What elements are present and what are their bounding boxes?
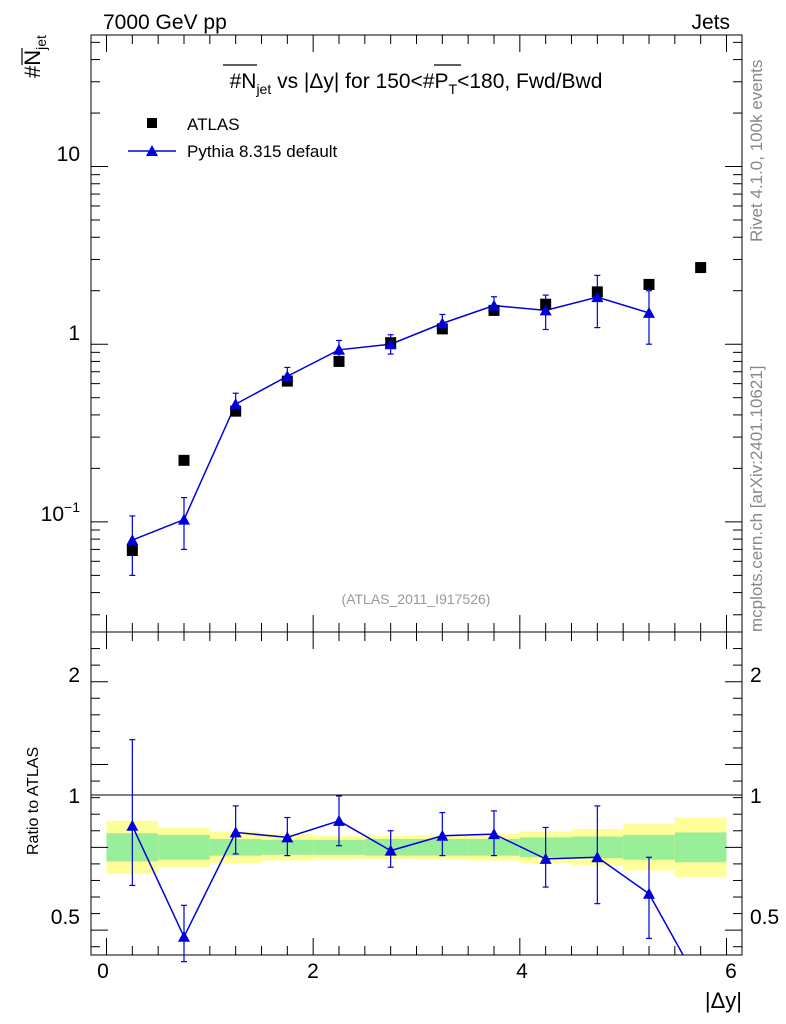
- ratio-point: [281, 831, 294, 843]
- header-right: Jets: [691, 11, 730, 34]
- title-jet: jet: [255, 81, 271, 97]
- mc-point: [591, 291, 604, 303]
- mc-point: [229, 398, 242, 410]
- atlas-point: [643, 278, 655, 290]
- title-n: N: [241, 70, 256, 93]
- title-t: T: [449, 81, 458, 97]
- rivet-label: Rivet 4.1.0, 100k events: [747, 60, 766, 242]
- ratio-y-label: Ratio to ATLAS: [25, 747, 42, 855]
- xtick-label-2: 2: [307, 960, 319, 983]
- main-marks: [126, 262, 707, 576]
- main-ytick-label-1e-1: 10−1: [41, 499, 81, 526]
- mc-series-line: [132, 296, 650, 541]
- ratio-point: [178, 930, 190, 942]
- ratio-ytick-label-05-right: 0.5: [750, 906, 779, 929]
- legend: ATLAS Pythia 8.315 default: [128, 115, 338, 161]
- ratio-point: [436, 829, 449, 841]
- main-y-label-sub: jet: [33, 35, 49, 51]
- mc-point: [178, 513, 190, 525]
- mc-point: [384, 338, 397, 350]
- ratio-point: [384, 844, 397, 856]
- ratio-point: [229, 826, 242, 838]
- ratio-point: [333, 814, 345, 826]
- ratio-frame: [90, 631, 743, 956]
- ratio-band-inner: [674, 832, 727, 863]
- mcplots-label: mcplots.cern.ch [arXiv:2401.10621]: [747, 366, 766, 632]
- title-mid: vs |Δy| for 150<#: [271, 70, 435, 93]
- ratio-ytick-label-05: 0.5: [51, 906, 80, 929]
- atlas-point: [333, 355, 345, 367]
- title-p: P: [435, 70, 449, 93]
- main-ytick-label-10: 10: [57, 143, 80, 166]
- ratio-point: [488, 828, 500, 840]
- title-hash: #: [230, 70, 242, 93]
- mc-point: [333, 343, 345, 355]
- main-ticks: [91, 35, 742, 632]
- ratio-point: [126, 819, 139, 831]
- main-title: #Njet vs |Δy| for 150<#PT<180, Fwd/Bwd: [223, 64, 603, 97]
- x-axis-label: |Δy|: [705, 988, 742, 1013]
- main-y-label-n: N: [20, 50, 45, 66]
- legend-atlas-marker: [147, 118, 157, 128]
- legend-atlas-label: ATLAS: [187, 115, 240, 134]
- atlas-point: [178, 454, 190, 466]
- ratio-point: [643, 887, 655, 899]
- ratio-point: [591, 851, 604, 863]
- ratio-ytick-label-1: 1: [68, 785, 80, 808]
- atlas-point: [695, 262, 707, 274]
- ratio-marks: [126, 739, 684, 963]
- xtick-label-6: 6: [725, 960, 737, 983]
- ratio-ytick-label-2-right: 2: [750, 664, 762, 687]
- ratio-bands: [106, 817, 727, 878]
- ratio-band-inner: [623, 834, 675, 860]
- main-panel: 10−1 1 10 #Njet vs |Δy| for 150<#PT<180,…: [41, 34, 743, 633]
- mc-point: [281, 370, 294, 382]
- main-ytick-exp: −1: [64, 499, 80, 515]
- ratio-series-line: [131, 820, 684, 956]
- header-left: 7000 GeV pp: [103, 11, 227, 34]
- main-ytick-label-1: 1: [68, 322, 80, 345]
- mc-point: [539, 304, 552, 316]
- ratio-ytick-label-2: 2: [68, 664, 80, 687]
- atlas-point: [126, 545, 138, 557]
- main-y-label-hash: #: [20, 65, 45, 78]
- main-ytick-labels: 10−1 1 10: [41, 143, 81, 526]
- ratio-point: [539, 852, 552, 864]
- svg-text:#Njet vs |Δy| for 150<#PT<180,: #Njet vs |Δy| for 150<#PT<180, Fwd/Bwd: [230, 70, 603, 97]
- ratio-ytick-label-1-right: 1: [750, 785, 762, 808]
- mc-point: [126, 534, 139, 546]
- main-y-label: #Njet: [20, 35, 49, 78]
- mc-point: [643, 306, 655, 318]
- ratio-panel: 2 1 0.5 2 1 0.5 Ratio to ATLAS 0 2 4 6 |…: [25, 631, 779, 1013]
- watermark: (ATLAS_2011_I917526): [342, 591, 491, 607]
- xtick-label-0: 0: [97, 960, 109, 983]
- atlas-point: [230, 405, 242, 417]
- ratio-band-inner: [313, 839, 365, 855]
- legend-mc-label: Pythia 8.315 default: [187, 142, 338, 161]
- mc-point: [436, 317, 449, 329]
- atlas-point: [540, 298, 552, 310]
- ratio-band-inner: [158, 834, 210, 860]
- legend-mc-marker: [146, 145, 158, 156]
- ratio-ticks: [91, 632, 742, 955]
- title-end: <180, Fwd/Bwd: [457, 70, 602, 93]
- mc-point: [488, 299, 500, 311]
- xtick-label-4: 4: [516, 960, 528, 983]
- atlas-point: [436, 323, 448, 335]
- svg-text:#Njet: #Njet: [20, 35, 49, 78]
